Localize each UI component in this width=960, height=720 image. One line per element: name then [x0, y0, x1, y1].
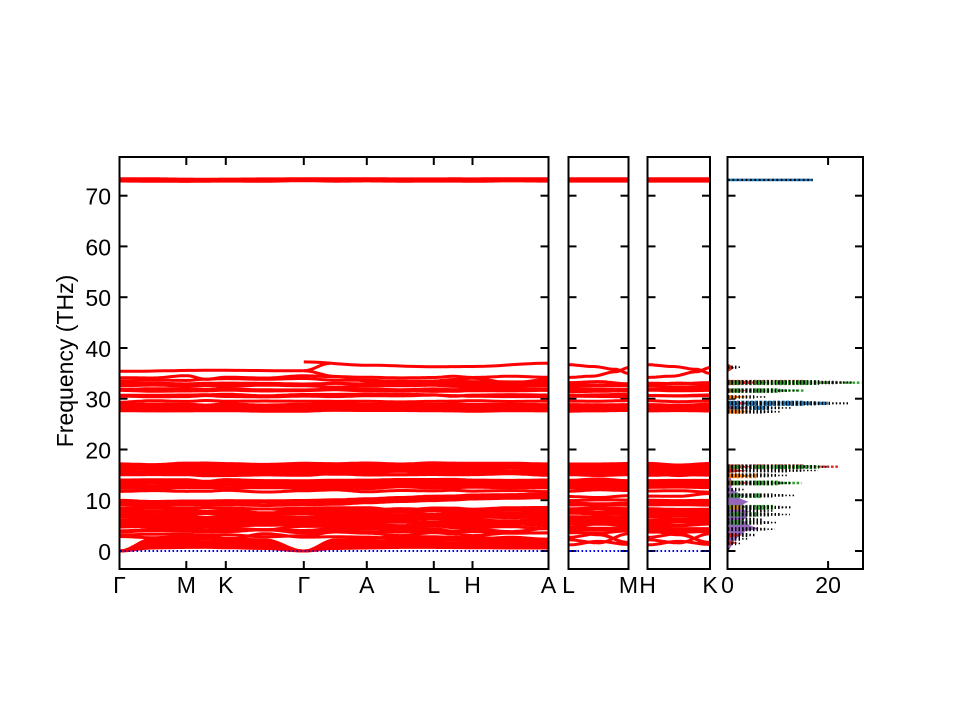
svg-text:40: 40 [85, 336, 111, 362]
svg-text:10: 10 [85, 488, 111, 514]
svg-text:K: K [702, 572, 718, 598]
svg-text:Frequency (THz): Frequency (THz) [52, 275, 78, 448]
svg-text:H: H [639, 572, 656, 598]
svg-text:M: M [177, 572, 196, 598]
svg-text:70: 70 [85, 184, 111, 210]
svg-text:20: 20 [815, 572, 841, 598]
svg-text:A: A [359, 572, 375, 598]
svg-text:50: 50 [85, 285, 111, 311]
svg-text:H: H [464, 572, 481, 598]
svg-text:0: 0 [98, 539, 111, 565]
svg-text:M: M [619, 572, 638, 598]
svg-text:L: L [562, 572, 575, 598]
svg-text:Γ: Γ [297, 572, 310, 598]
svg-text:Γ: Γ [113, 572, 126, 598]
svg-text:K: K [218, 572, 234, 598]
svg-text:A: A [541, 572, 557, 598]
svg-text:20: 20 [85, 437, 111, 463]
svg-text:0: 0 [721, 572, 734, 598]
svg-text:L: L [427, 572, 440, 598]
svg-text:60: 60 [85, 234, 111, 260]
svg-text:30: 30 [85, 387, 111, 413]
